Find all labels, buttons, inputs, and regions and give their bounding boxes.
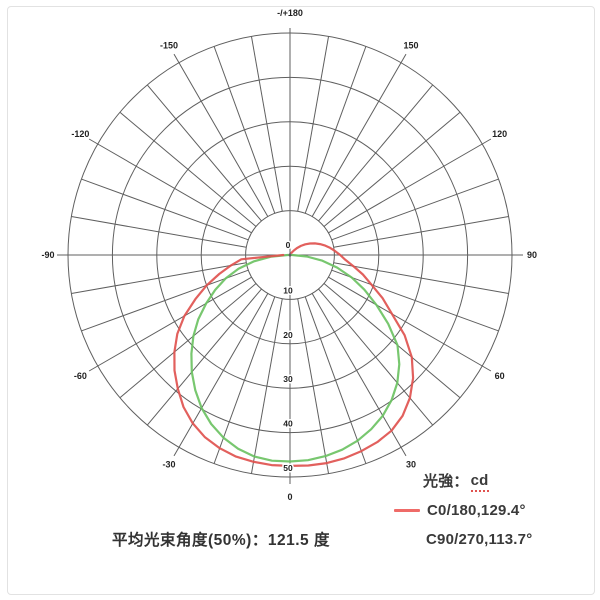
curve-c0-180 bbox=[173, 242, 415, 467]
angle-label: 60 bbox=[495, 371, 505, 381]
angle-label: 0 bbox=[287, 492, 292, 502]
angle-labels: -/+180 -150 150 -120 120 -90 90 -60 60 -30 30 0 bbox=[41, 8, 537, 502]
polar-grid bbox=[57, 28, 523, 484]
grid-spoke bbox=[333, 262, 509, 295]
grid-tick bbox=[88, 365, 98, 372]
grid-tick bbox=[400, 53, 407, 63]
legend-entry-c90-label: C90/270,113.7° bbox=[426, 531, 533, 548]
grid-spoke bbox=[304, 296, 367, 464]
radial-label: 30 bbox=[283, 374, 293, 384]
angle-label: -90 bbox=[41, 250, 54, 260]
radial-label: 20 bbox=[283, 330, 293, 340]
grid-spoke bbox=[97, 143, 252, 234]
grid-spoke bbox=[297, 36, 330, 212]
grid-spoke bbox=[97, 276, 252, 367]
intensity-unit: cd bbox=[470, 471, 489, 492]
grid-spoke bbox=[250, 36, 283, 212]
angle-label: -150 bbox=[160, 40, 178, 50]
angle-label: -30 bbox=[162, 460, 175, 470]
grid-spoke bbox=[81, 178, 249, 241]
grid-spoke bbox=[323, 283, 461, 399]
c0-line-sample-icon bbox=[394, 509, 420, 512]
legend-entry-c0: C0/180,129.4° bbox=[393, 501, 532, 520]
grid-spoke bbox=[146, 84, 262, 222]
radial-labels: 0 10 20 30 40 50 bbox=[282, 239, 295, 475]
grid-spoke bbox=[81, 269, 249, 332]
intensity-label: 光強： bbox=[423, 473, 469, 490]
radial-label: 50 bbox=[283, 463, 293, 473]
grid-tick bbox=[173, 53, 180, 63]
legend-intensity-row: 光強： cd bbox=[393, 471, 532, 492]
grid-spoke bbox=[119, 283, 257, 399]
grid-spoke bbox=[318, 288, 434, 426]
grid-spoke bbox=[213, 46, 276, 214]
radial-label: 0 bbox=[286, 240, 291, 250]
grid-spoke bbox=[328, 143, 483, 234]
grid-tick bbox=[400, 447, 407, 457]
curve-c90-270 bbox=[190, 253, 401, 463]
angle-label: 120 bbox=[492, 129, 507, 139]
grid-spoke bbox=[331, 178, 499, 241]
grid-spoke bbox=[146, 288, 262, 426]
grid-spoke bbox=[304, 46, 367, 214]
grid-spoke bbox=[311, 293, 402, 448]
grid-tick bbox=[482, 138, 492, 145]
legend: 光強： cd C0/180,129.4° C90/270,113.7° bbox=[393, 472, 532, 559]
grid-spoke bbox=[331, 269, 499, 332]
angle-label: 90 bbox=[527, 250, 537, 260]
radial-label: 10 bbox=[283, 285, 293, 295]
angle-label: 150 bbox=[403, 40, 418, 50]
angle-label: -60 bbox=[74, 371, 87, 381]
grid-spoke bbox=[178, 293, 269, 448]
grid-spoke bbox=[318, 84, 434, 222]
grid-tick bbox=[88, 138, 98, 145]
radial-label: 40 bbox=[283, 419, 293, 429]
grid-tick bbox=[173, 447, 180, 457]
grid-spoke bbox=[323, 111, 461, 227]
center-dot bbox=[288, 253, 292, 257]
angle-label: -/+180 bbox=[277, 8, 303, 18]
grid-spoke bbox=[119, 111, 257, 227]
grid-spoke bbox=[311, 62, 402, 217]
grid-tick bbox=[482, 365, 492, 372]
grid-spoke bbox=[71, 262, 247, 295]
grid-spoke bbox=[250, 298, 283, 474]
angle-label: -120 bbox=[71, 129, 89, 139]
grid-spoke bbox=[213, 296, 276, 464]
grid-spoke bbox=[71, 215, 247, 248]
grid-spoke bbox=[297, 298, 330, 474]
grid-spoke bbox=[178, 62, 269, 217]
grid-spoke bbox=[333, 215, 509, 248]
angle-label: 30 bbox=[406, 460, 416, 470]
legend-entry-c0-label: C0/180,129.4° bbox=[427, 502, 526, 519]
legend-entry-c90: C90/270,113.7° bbox=[393, 530, 532, 549]
beam-angle-caption: 平均光束角度(50%)：121.5 度 bbox=[112, 532, 330, 549]
grid-spoke bbox=[328, 276, 483, 367]
